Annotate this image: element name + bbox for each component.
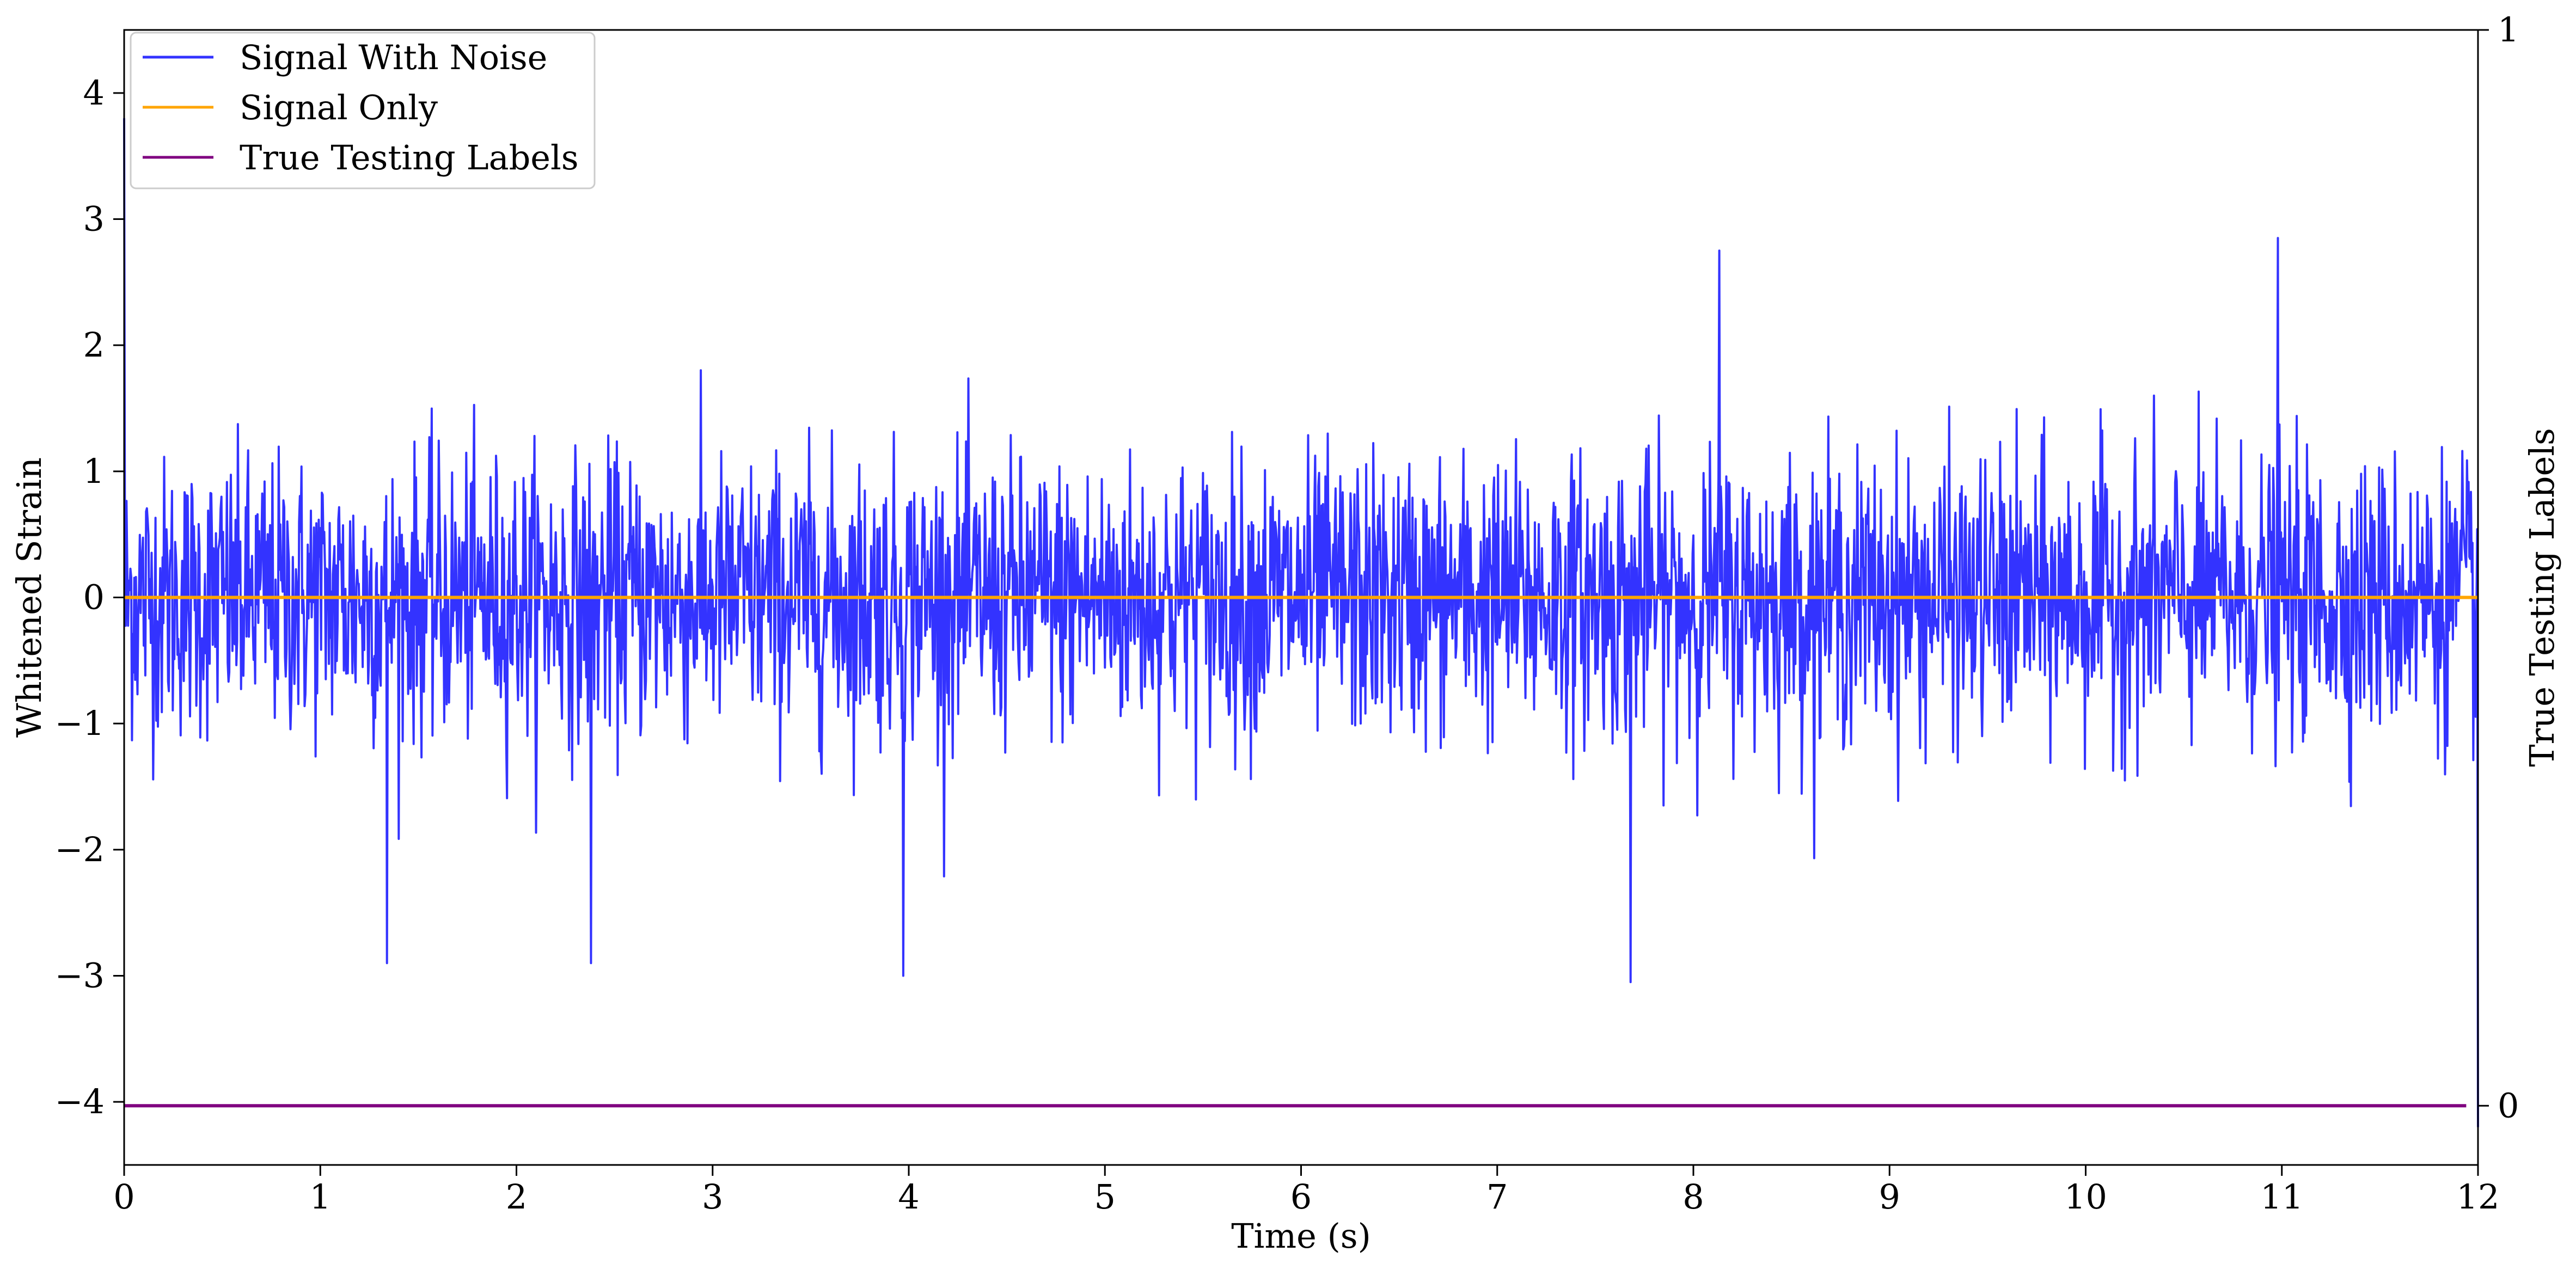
x-tick-label: 11 <box>2260 1177 2303 1217</box>
legend-label-signal-with-noise: Signal With Noise <box>240 38 547 77</box>
series-signal-with-noise <box>123 118 2479 1127</box>
y-tick-label: 1 <box>83 451 105 491</box>
y-tick-label: 2 <box>83 325 105 365</box>
x-axis-label: Time (s) <box>1231 1216 1371 1256</box>
y2-tick-label: 0 <box>2498 1085 2519 1125</box>
y-tick-label: 4 <box>83 73 105 113</box>
x-tick-label: 12 <box>2457 1177 2500 1217</box>
x-tick-label: 4 <box>898 1177 919 1217</box>
x-tick-label: 2 <box>506 1177 527 1217</box>
x-tick-label: 10 <box>2064 1177 2107 1217</box>
x-tick-label: 1 <box>310 1177 331 1217</box>
y-tick-label: −3 <box>55 956 105 996</box>
x-tick-label: 7 <box>1486 1177 1508 1217</box>
y2-tick-label: 1 <box>2498 10 2519 50</box>
x-tick-label: 8 <box>1682 1177 1704 1217</box>
legend-label-true-testing-labels: True Testing Labels <box>240 138 579 177</box>
legend: Signal With Noise Signal Only True Testing… <box>130 32 596 189</box>
y-tick-label: −2 <box>55 830 105 869</box>
y-tick-label: 3 <box>83 199 105 239</box>
y-tick-label: 0 <box>83 578 105 617</box>
x-tick-label: 3 <box>702 1177 723 1217</box>
x-tick-label: 9 <box>1879 1177 1900 1217</box>
y-tick-label: −4 <box>55 1082 105 1121</box>
y2-axis-label: True Testing Labels <box>2522 428 2562 767</box>
x-tick-label: 6 <box>1290 1177 1312 1217</box>
x-tick-label: 0 <box>113 1177 134 1217</box>
y-tick-label: −1 <box>55 703 105 743</box>
y-axis-label: Whitened Strain <box>9 457 49 738</box>
legend-label-signal-only: Signal Only <box>240 88 438 127</box>
x-tick-label: 5 <box>1094 1177 1116 1217</box>
legend-box <box>130 32 596 189</box>
series-layer <box>123 118 2479 1127</box>
